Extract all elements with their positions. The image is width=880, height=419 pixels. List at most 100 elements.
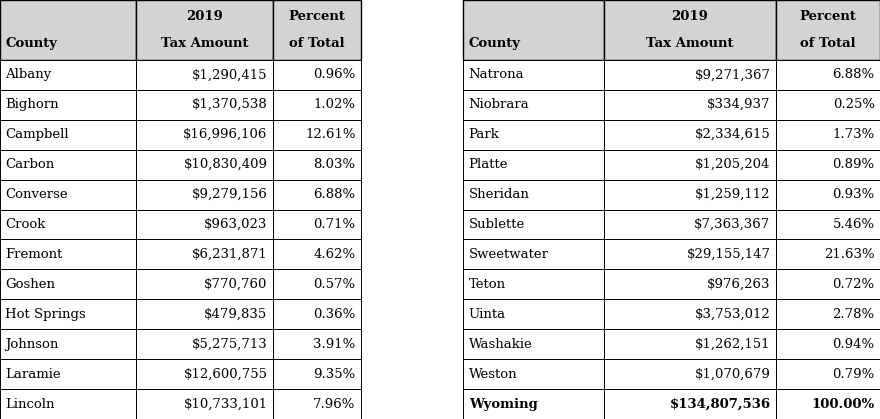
Text: $1,262,151: $1,262,151 — [695, 338, 771, 351]
Text: 1.73%: 1.73% — [832, 128, 875, 141]
Text: 2.78%: 2.78% — [832, 308, 875, 321]
Bar — [776, 359, 880, 389]
Bar — [136, 150, 273, 180]
Text: Park: Park — [469, 128, 500, 141]
Text: Washakie: Washakie — [469, 338, 532, 351]
Bar — [273, 269, 361, 299]
Text: Sweetwater: Sweetwater — [469, 248, 549, 261]
Text: Goshen: Goshen — [5, 278, 55, 291]
Text: Laramie: Laramie — [5, 367, 61, 380]
Text: $1,290,415: $1,290,415 — [192, 68, 268, 81]
Text: 2019: 2019 — [671, 10, 708, 23]
Text: 2019: 2019 — [187, 10, 223, 23]
Text: Percent: Percent — [289, 10, 345, 23]
Bar — [0, 359, 136, 389]
Text: 8.03%: 8.03% — [313, 158, 356, 171]
Text: Bighorn: Bighorn — [5, 98, 59, 111]
Bar — [273, 0, 361, 60]
Text: $334,937: $334,937 — [707, 98, 771, 111]
Text: 9.35%: 9.35% — [313, 367, 356, 380]
Bar — [604, 150, 776, 180]
Text: $1,070,679: $1,070,679 — [694, 367, 771, 380]
Bar — [136, 90, 273, 120]
Bar — [604, 0, 776, 60]
Bar — [464, 329, 604, 359]
Text: Percent: Percent — [800, 10, 856, 23]
Bar — [136, 329, 273, 359]
Bar — [0, 329, 136, 359]
Bar — [273, 180, 361, 210]
Bar — [136, 180, 273, 210]
Text: $9,271,367: $9,271,367 — [694, 68, 771, 81]
Bar — [273, 60, 361, 90]
Bar — [136, 210, 273, 239]
Text: 3.91%: 3.91% — [313, 338, 356, 351]
Bar — [464, 239, 604, 269]
Bar — [0, 0, 136, 60]
Text: $12,600,755: $12,600,755 — [184, 367, 268, 380]
Bar — [273, 299, 361, 329]
Text: Albany: Albany — [5, 68, 52, 81]
Text: Wyoming: Wyoming — [469, 398, 538, 411]
Text: 0.94%: 0.94% — [832, 338, 875, 351]
Bar — [776, 90, 880, 120]
Text: of Total: of Total — [289, 36, 345, 49]
Text: 4.62%: 4.62% — [313, 248, 356, 261]
Bar — [136, 0, 273, 60]
Bar — [604, 269, 776, 299]
Bar — [0, 389, 136, 419]
Bar — [136, 120, 273, 150]
Text: $3,753,012: $3,753,012 — [695, 308, 771, 321]
Text: Platte: Platte — [469, 158, 509, 171]
Text: Crook: Crook — [5, 218, 46, 231]
Text: $5,275,713: $5,275,713 — [192, 338, 268, 351]
Bar — [273, 239, 361, 269]
Text: Tax Amount: Tax Amount — [161, 36, 248, 49]
Text: 1.02%: 1.02% — [313, 98, 356, 111]
Text: Fremont: Fremont — [5, 248, 62, 261]
Bar — [604, 329, 776, 359]
Bar — [136, 269, 273, 299]
Text: Hot Springs: Hot Springs — [5, 308, 86, 321]
Bar — [136, 239, 273, 269]
Bar — [273, 90, 361, 120]
Text: 0.57%: 0.57% — [313, 278, 356, 291]
Bar — [273, 329, 361, 359]
Bar — [604, 180, 776, 210]
Text: Natrona: Natrona — [469, 68, 524, 81]
Text: Campbell: Campbell — [5, 128, 69, 141]
Text: of Total: of Total — [800, 36, 855, 49]
Text: 0.96%: 0.96% — [313, 68, 356, 81]
Bar — [273, 359, 361, 389]
Bar — [776, 329, 880, 359]
Text: $479,835: $479,835 — [204, 308, 268, 321]
Bar — [776, 0, 880, 60]
Text: $9,279,156: $9,279,156 — [192, 188, 268, 201]
Bar — [604, 210, 776, 239]
Text: Lincoln: Lincoln — [5, 398, 55, 411]
Bar — [0, 239, 136, 269]
Text: County: County — [5, 36, 57, 49]
Text: $16,996,106: $16,996,106 — [183, 128, 268, 141]
Text: Tax Amount: Tax Amount — [646, 36, 734, 49]
Bar — [604, 60, 776, 90]
Bar — [136, 359, 273, 389]
Bar — [604, 120, 776, 150]
Text: Teton: Teton — [469, 278, 506, 291]
Text: $134,807,536: $134,807,536 — [670, 398, 771, 411]
Text: Sheridan: Sheridan — [469, 188, 530, 201]
Bar — [464, 0, 604, 60]
Bar — [464, 299, 604, 329]
Text: Uinta: Uinta — [469, 308, 506, 321]
Bar — [0, 120, 136, 150]
Text: Converse: Converse — [5, 188, 68, 201]
Bar — [776, 269, 880, 299]
Bar — [464, 269, 604, 299]
Text: $6,231,871: $6,231,871 — [192, 248, 268, 261]
Text: Carbon: Carbon — [5, 158, 55, 171]
Text: Sublette: Sublette — [469, 218, 525, 231]
Bar — [0, 210, 136, 239]
Bar — [604, 389, 776, 419]
Text: Weston: Weston — [469, 367, 517, 380]
Text: $1,205,204: $1,205,204 — [695, 158, 771, 171]
